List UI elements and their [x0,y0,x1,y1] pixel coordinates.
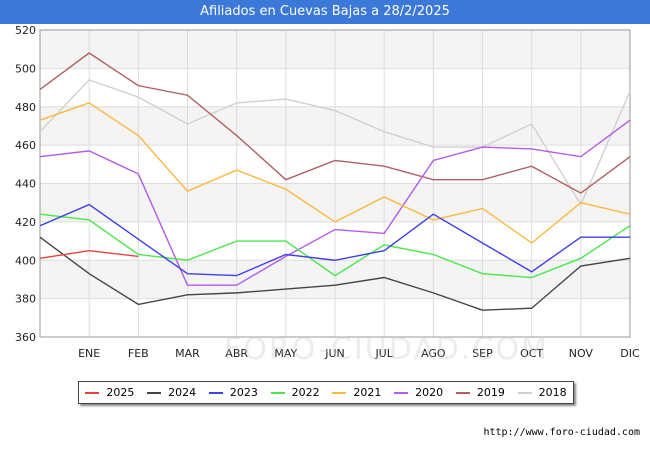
legend-label: 2020 [415,386,444,399]
x-tick-label: AGO [421,347,446,360]
x-tick-label: FEB [128,347,149,360]
y-tick-label: 420 [15,216,36,229]
legend-label: 2024 [168,386,197,399]
legend-label: 2022 [291,386,320,399]
y-tick-label: 400 [15,254,36,267]
x-tick-label: SEP [472,347,493,360]
legend-swatch [517,391,532,394]
y-tick-label: 460 [15,139,36,152]
footer-url[interactable]: http://www.foro-ciudad.com [483,427,640,438]
y-tick-label: 520 [15,24,36,37]
y-tick-label: 480 [15,101,36,114]
chart-legend: 2025 2024 2023 2022 2021 2020 2019 2018 [78,381,574,404]
x-tick-label: MAY [274,347,297,360]
x-tick-label: ABR [225,347,248,360]
y-tick-label: 360 [15,331,36,344]
series-line-2022 [39,213,631,279]
y-tick-label: 380 [15,293,36,306]
x-tick-label: MAR [175,347,200,360]
series-line-2018 [39,79,631,207]
legend-item-2025: 2025 [85,386,134,399]
legend-label: 2018 [538,386,567,399]
series-line-2021 [39,102,631,244]
legend-label: 2023 [229,386,258,399]
y-tick-label: 440 [15,178,36,191]
x-tick-label: JUN [324,347,345,360]
series-line-2024 [39,236,631,311]
legend-label: 2021 [353,386,382,399]
legend-item-2019: 2019 [455,386,505,399]
legend-label: 2019 [476,386,505,399]
legend-item-2020: 2020 [394,386,443,399]
legend-swatch [208,391,223,394]
legend-item-2021: 2021 [332,386,381,399]
line-chart: 360 380 400 420 440 460 480 500 520 ENE FEB MAR ABR M… [15,24,640,360]
x-tick-label: DIC [620,347,640,360]
legend-swatch [270,391,285,394]
x-tick-label: NOV [569,347,594,360]
x-tick-label: OCT [520,347,543,360]
series-line-2023 [39,203,630,277]
legend-swatch [394,391,409,394]
series-line-2019 [39,52,631,194]
legend-swatch [332,391,347,394]
chart-title: Afiliados en Cuevas Bajas a 28/2/2025 [0,0,650,24]
legend-item-2018: 2018 [517,386,567,399]
y-tick-label: 500 [15,62,36,75]
series-line-2020 [39,119,631,286]
plot-border [39,29,631,338]
x-tick-label: ENE [78,347,100,360]
legend-swatch [85,391,100,394]
legend-swatch [455,391,470,394]
legend-item-2022: 2022 [270,386,320,399]
legend-item-2024: 2024 [147,386,196,399]
legend-item-2023: 2023 [208,386,258,399]
watermark: FORO-CIUDAD.COM [224,332,549,367]
legend-swatch [147,391,162,394]
series-line-2025 [39,249,139,260]
legend-label: 2025 [106,386,135,399]
x-tick-label: JUL [374,347,393,360]
